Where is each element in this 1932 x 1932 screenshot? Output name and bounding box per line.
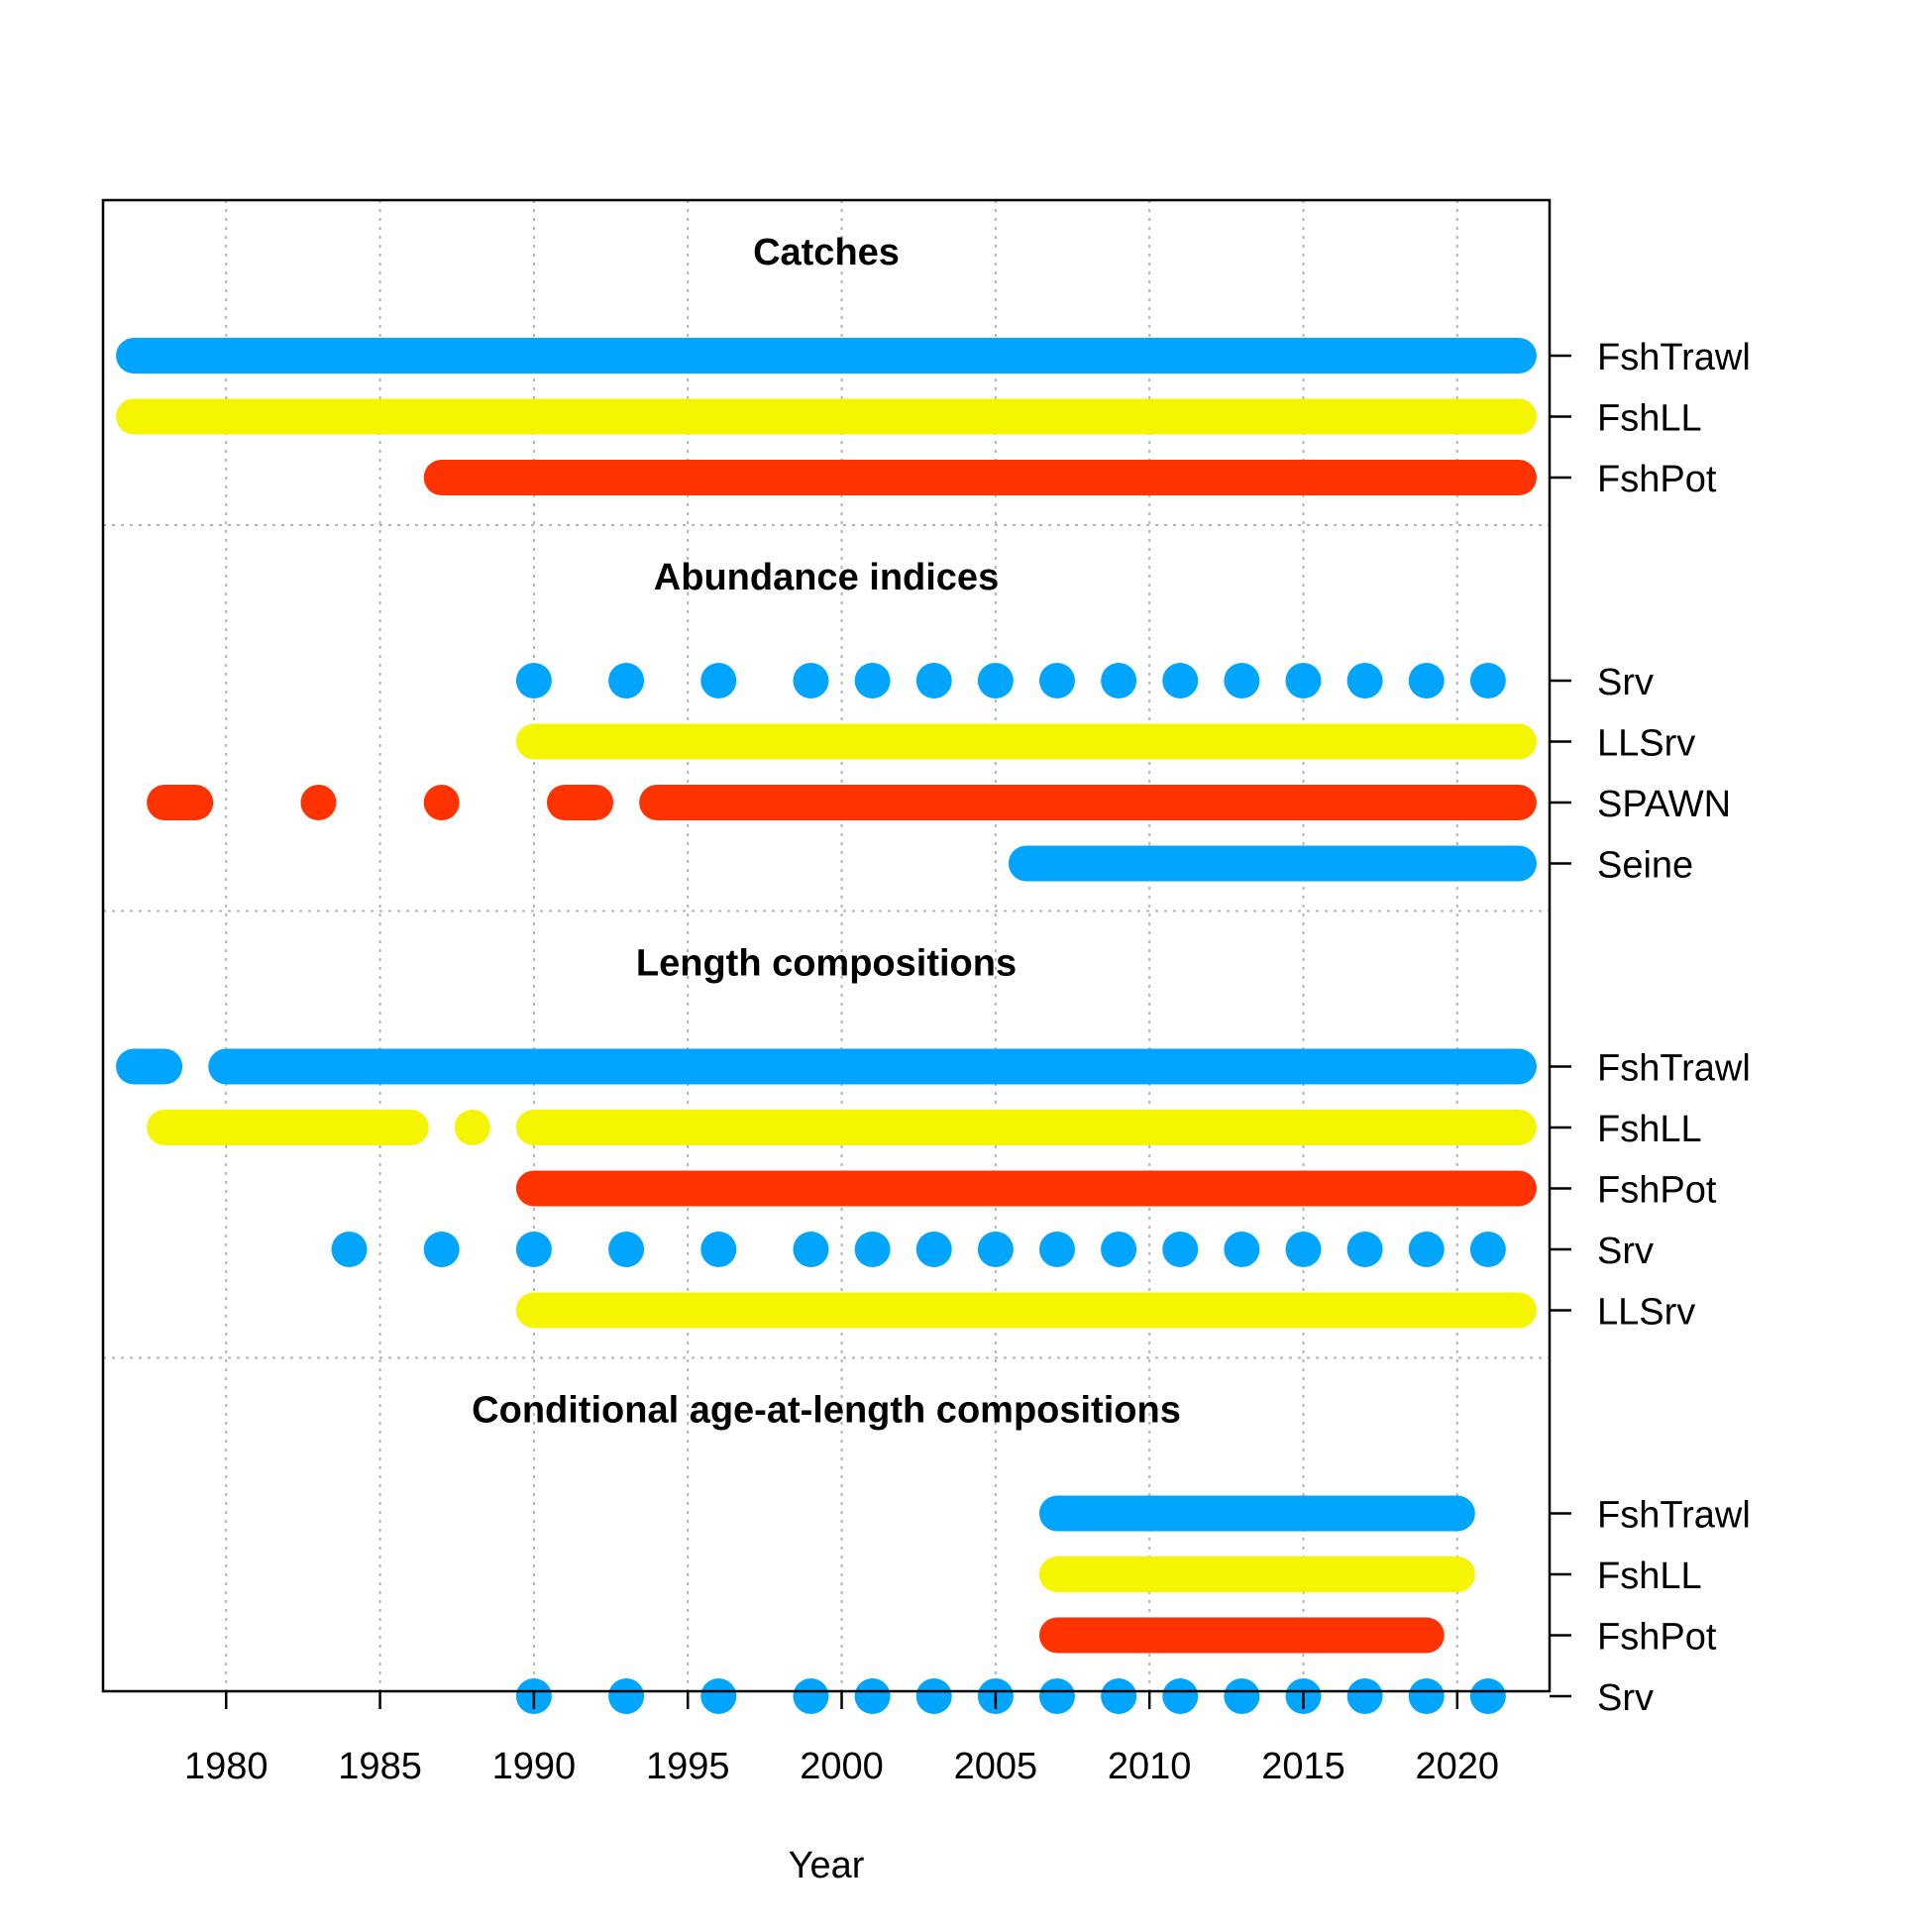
data-marks: [116, 338, 1537, 1714]
x-tick-label-2000: 2000: [800, 1746, 884, 1787]
row-label-FshTrawl: FshTrawl: [1597, 1495, 1751, 1537]
section-title: Conditional age-at-length compositions: [472, 1390, 1181, 1432]
row-label-Srv: Srv: [1597, 662, 1654, 703]
section-title: Catches: [753, 232, 900, 273]
x-axis-title: Year: [789, 1845, 865, 1886]
x-tick-label-1995: 1995: [646, 1746, 730, 1787]
x-tick-label-2015: 2015: [1261, 1746, 1345, 1787]
row-label-FshLL: FshLL: [1597, 1556, 1702, 1597]
x-tick-label-1985: 1985: [338, 1746, 422, 1787]
section-title: Abundance indices: [654, 557, 999, 598]
row-label-LLSrv: LLSrv: [1597, 723, 1695, 765]
row-axis: FshTrawl FshLL FshPot Srv LLSrv SPAWN Seine Fsh…: [1550, 337, 1751, 1719]
row-label-FshLL: FshLL: [1597, 398, 1702, 440]
section-separators: [103, 524, 1550, 1359]
row-label-FshTrawl: FshTrawl: [1597, 1048, 1751, 1090]
x-tick-label-2020: 2020: [1416, 1746, 1500, 1787]
row-label-FshPot: FshPot: [1597, 459, 1717, 500]
x-tick-label-2010: 2010: [1108, 1746, 1192, 1787]
section-titles: Catches Abundance indices Length compositi…: [472, 232, 1181, 1432]
row-label-LLSrv: LLSrv: [1597, 1292, 1695, 1334]
x-tick-label-1990: 1990: [492, 1746, 577, 1787]
row-label-FshPot: FshPot: [1597, 1170, 1717, 1212]
row-label-Srv: Srv: [1597, 1231, 1654, 1272]
row-label-Seine: Seine: [1597, 845, 1693, 887]
row-label-Srv: Srv: [1597, 1677, 1654, 1719]
row-label-FshLL: FshLL: [1597, 1109, 1702, 1150]
row-label-FshPot: FshPot: [1597, 1617, 1717, 1659]
plot-frame: [101, 198, 1552, 1693]
x-axis: 1980 1985 1990 1995 2000 2005 2010 2015 2020: [184, 1691, 1499, 1787]
x-tick-label-1980: 1980: [184, 1746, 268, 1787]
section-title: Length compositions: [636, 943, 1017, 985]
x-tick-label-2005: 2005: [954, 1746, 1038, 1787]
row-label-FshTrawl: FshTrawl: [1597, 337, 1751, 378]
row-label-SPAWN: SPAWN: [1597, 784, 1731, 825]
